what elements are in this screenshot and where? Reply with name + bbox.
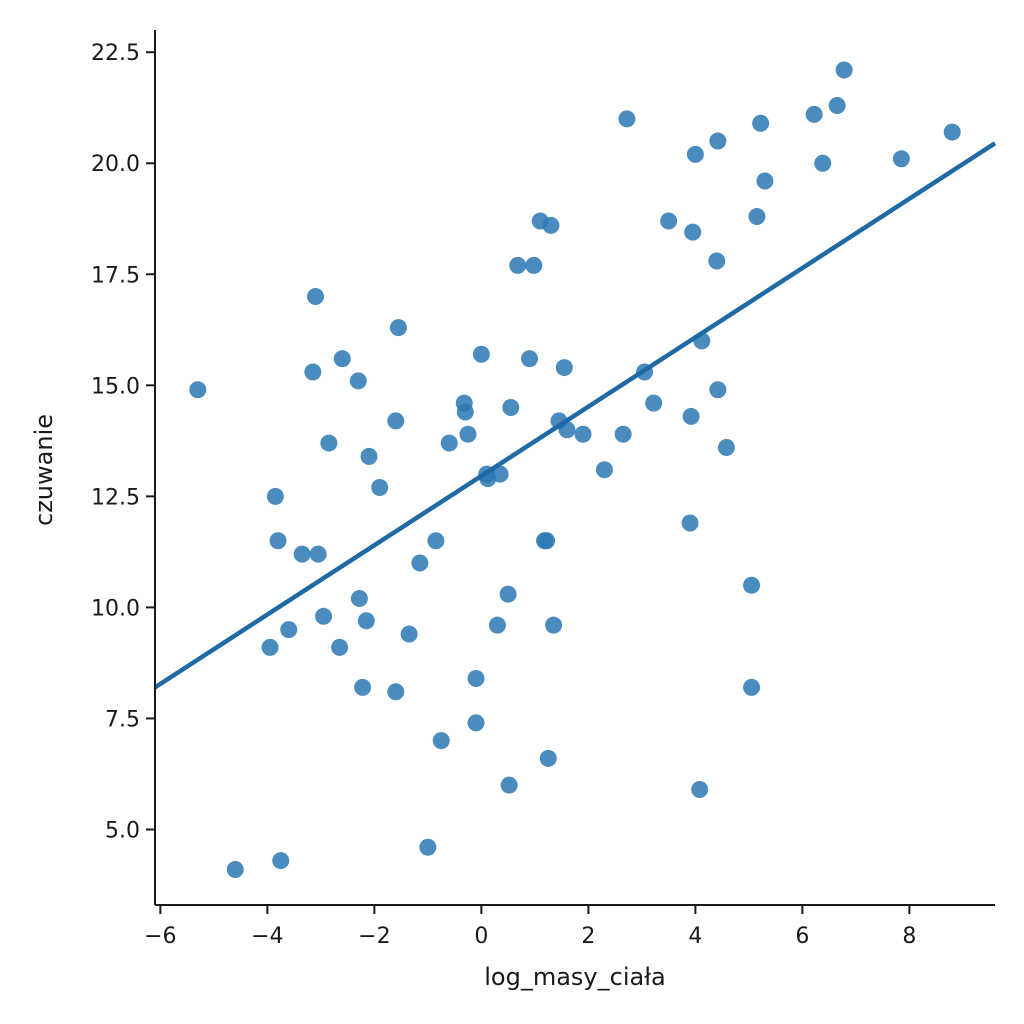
data-point	[708, 252, 726, 270]
data-point	[545, 616, 563, 634]
data-point	[509, 256, 527, 274]
data-point	[681, 514, 699, 532]
y-tick-label: 22.5	[91, 41, 140, 66]
data-point	[574, 425, 592, 443]
data-point	[835, 61, 853, 79]
data-point	[538, 532, 556, 550]
data-point	[467, 669, 485, 687]
regression-line	[153, 141, 997, 690]
data-point	[467, 714, 485, 732]
data-point	[488, 616, 506, 634]
data-point	[432, 732, 450, 750]
x-tick-label: 6	[795, 924, 809, 949]
data-point	[709, 132, 727, 150]
data-point	[645, 394, 663, 412]
data-point	[440, 434, 458, 452]
data-point	[684, 223, 702, 241]
data-point	[618, 110, 636, 128]
data-point	[350, 590, 368, 608]
data-point	[814, 154, 832, 172]
y-tick-label: 17.5	[91, 263, 140, 288]
x-tick-label: −6	[144, 924, 176, 949]
data-point	[521, 350, 539, 368]
y-tick-label: 12.5	[91, 485, 140, 510]
data-point	[686, 145, 704, 163]
x-tick-label: 0	[474, 924, 488, 949]
x-tick-label: −4	[251, 924, 283, 949]
data-point	[389, 319, 407, 337]
data-point	[709, 381, 727, 399]
data-point	[387, 412, 405, 430]
data-point	[472, 345, 490, 363]
data-point	[491, 465, 509, 483]
data-point	[691, 781, 709, 799]
x-axis-label: log_masy_ciała	[484, 963, 665, 991]
data-point	[266, 487, 284, 505]
data-point	[280, 621, 298, 639]
data-point	[349, 372, 367, 390]
data-point	[502, 399, 520, 417]
x-tick-label: 8	[902, 924, 916, 949]
data-point	[660, 212, 678, 230]
data-point	[717, 439, 735, 457]
data-points	[189, 61, 961, 878]
y-tick-label: 5.0	[105, 818, 140, 843]
y-tick-label: 10.0	[91, 596, 140, 621]
data-point	[226, 860, 244, 878]
x-tick-label: 2	[581, 924, 595, 949]
data-point	[304, 363, 322, 381]
data-point	[943, 123, 961, 141]
data-point	[354, 678, 372, 696]
data-point	[307, 287, 325, 305]
data-point	[309, 545, 327, 563]
data-point	[333, 350, 351, 368]
data-point	[331, 638, 349, 656]
data-point	[743, 576, 761, 594]
data-point	[892, 150, 910, 168]
data-point	[542, 216, 560, 234]
data-point	[293, 545, 311, 563]
data-point	[387, 683, 405, 701]
data-point	[555, 359, 573, 377]
x-tick-label: −2	[358, 924, 390, 949]
x-tick-label: 4	[688, 924, 702, 949]
data-point	[357, 612, 375, 630]
data-point	[371, 478, 389, 496]
data-point	[500, 776, 518, 794]
data-point	[320, 434, 338, 452]
data-point	[756, 172, 774, 190]
data-point	[748, 208, 766, 226]
y-tick-label: 15.0	[91, 374, 140, 399]
data-point	[539, 749, 557, 767]
data-point	[411, 554, 429, 572]
data-point	[595, 461, 613, 479]
data-point	[269, 532, 287, 550]
data-point	[456, 403, 474, 421]
y-tick-label: 20.0	[91, 152, 140, 177]
data-point	[400, 625, 418, 643]
data-point	[261, 638, 279, 656]
data-point	[189, 381, 207, 399]
data-point	[427, 532, 445, 550]
data-point	[828, 97, 846, 115]
data-point	[614, 425, 632, 443]
data-point	[682, 407, 700, 425]
y-axis-ticks: 5.0 7.5 10.0 12.5 15.0 17.5 20.0 22.5	[91, 41, 155, 843]
data-point	[315, 607, 333, 625]
y-tick-label: 7.5	[105, 707, 140, 732]
data-point	[272, 852, 290, 870]
data-point	[525, 256, 543, 274]
y-axis-label: czuwanie	[30, 414, 58, 526]
data-point	[360, 447, 378, 465]
data-point	[743, 678, 761, 696]
data-point	[805, 105, 823, 123]
data-point	[499, 585, 517, 603]
data-point	[459, 425, 477, 443]
x-axis-ticks: −6 −4 −2 0 2 4 6 8	[144, 905, 916, 949]
data-point	[419, 838, 437, 856]
data-point	[752, 114, 770, 132]
